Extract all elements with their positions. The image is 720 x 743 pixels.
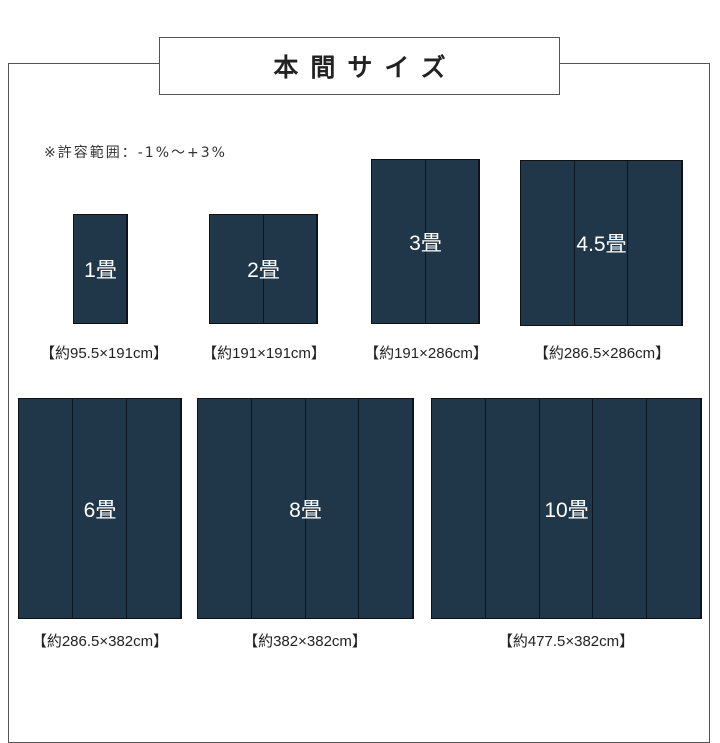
mat-strip	[647, 399, 701, 618]
mat-strip	[628, 161, 683, 325]
mat-strip	[521, 161, 575, 325]
mat-label: 10畳	[544, 498, 589, 522]
mat-strip	[432, 399, 486, 618]
mat-strip	[372, 160, 426, 323]
mat-strip	[593, 399, 648, 618]
mat-label: 8畳	[289, 498, 322, 522]
mat-size-label: 【約286.5×286cm】	[533, 345, 671, 362]
tatami-mat-2: 2畳	[209, 214, 318, 324]
mat-strip	[198, 399, 252, 618]
mat-strip	[210, 215, 264, 323]
mat-size-label: 【約95.5×191cm】	[40, 345, 168, 362]
mat-size-label: 【約191×191cm】	[202, 345, 326, 362]
mat-strip	[426, 160, 479, 323]
tatami-mat-3: 3畳	[371, 159, 480, 324]
mat-strip	[575, 161, 629, 325]
mat-strip	[540, 399, 594, 618]
mat-label: 4.5畳	[576, 233, 627, 256]
page-title: 本間サイズ	[273, 53, 458, 82]
mat-strip	[19, 399, 73, 618]
tatami-mat-6: 8畳	[197, 398, 414, 619]
mat-label: 3畳	[409, 231, 442, 255]
mat-size-label: 【約382×382cm】	[243, 633, 367, 650]
mat-label: 1畳	[84, 259, 117, 282]
tatami-mat-4: 4.5畳	[520, 160, 683, 326]
title-box: 本間サイズ	[159, 37, 560, 95]
mat-strip	[127, 399, 181, 618]
tatami-mat-1: 1畳	[73, 214, 128, 324]
mat-strip	[486, 399, 540, 618]
mat-size-label: 【約191×286cm】	[364, 345, 488, 362]
mat-strip	[306, 399, 360, 618]
mat-strip	[264, 215, 317, 323]
mat-strip	[252, 399, 306, 618]
tolerance-note: ※許容範囲：-1%～+3%	[44, 145, 227, 161]
mat-strip	[74, 215, 127, 323]
tatami-mat-7: 10畳	[431, 398, 702, 619]
mat-strip	[73, 399, 127, 618]
mat-label: 6畳	[83, 498, 117, 522]
mat-size-label: 【約286.5×382cm】	[31, 633, 169, 650]
mat-size-label: 【約477.5×382cm】	[497, 633, 635, 650]
mat-strip	[359, 399, 413, 618]
mat-label: 2畳	[247, 259, 280, 282]
tatami-mat-5: 6畳	[18, 398, 182, 619]
